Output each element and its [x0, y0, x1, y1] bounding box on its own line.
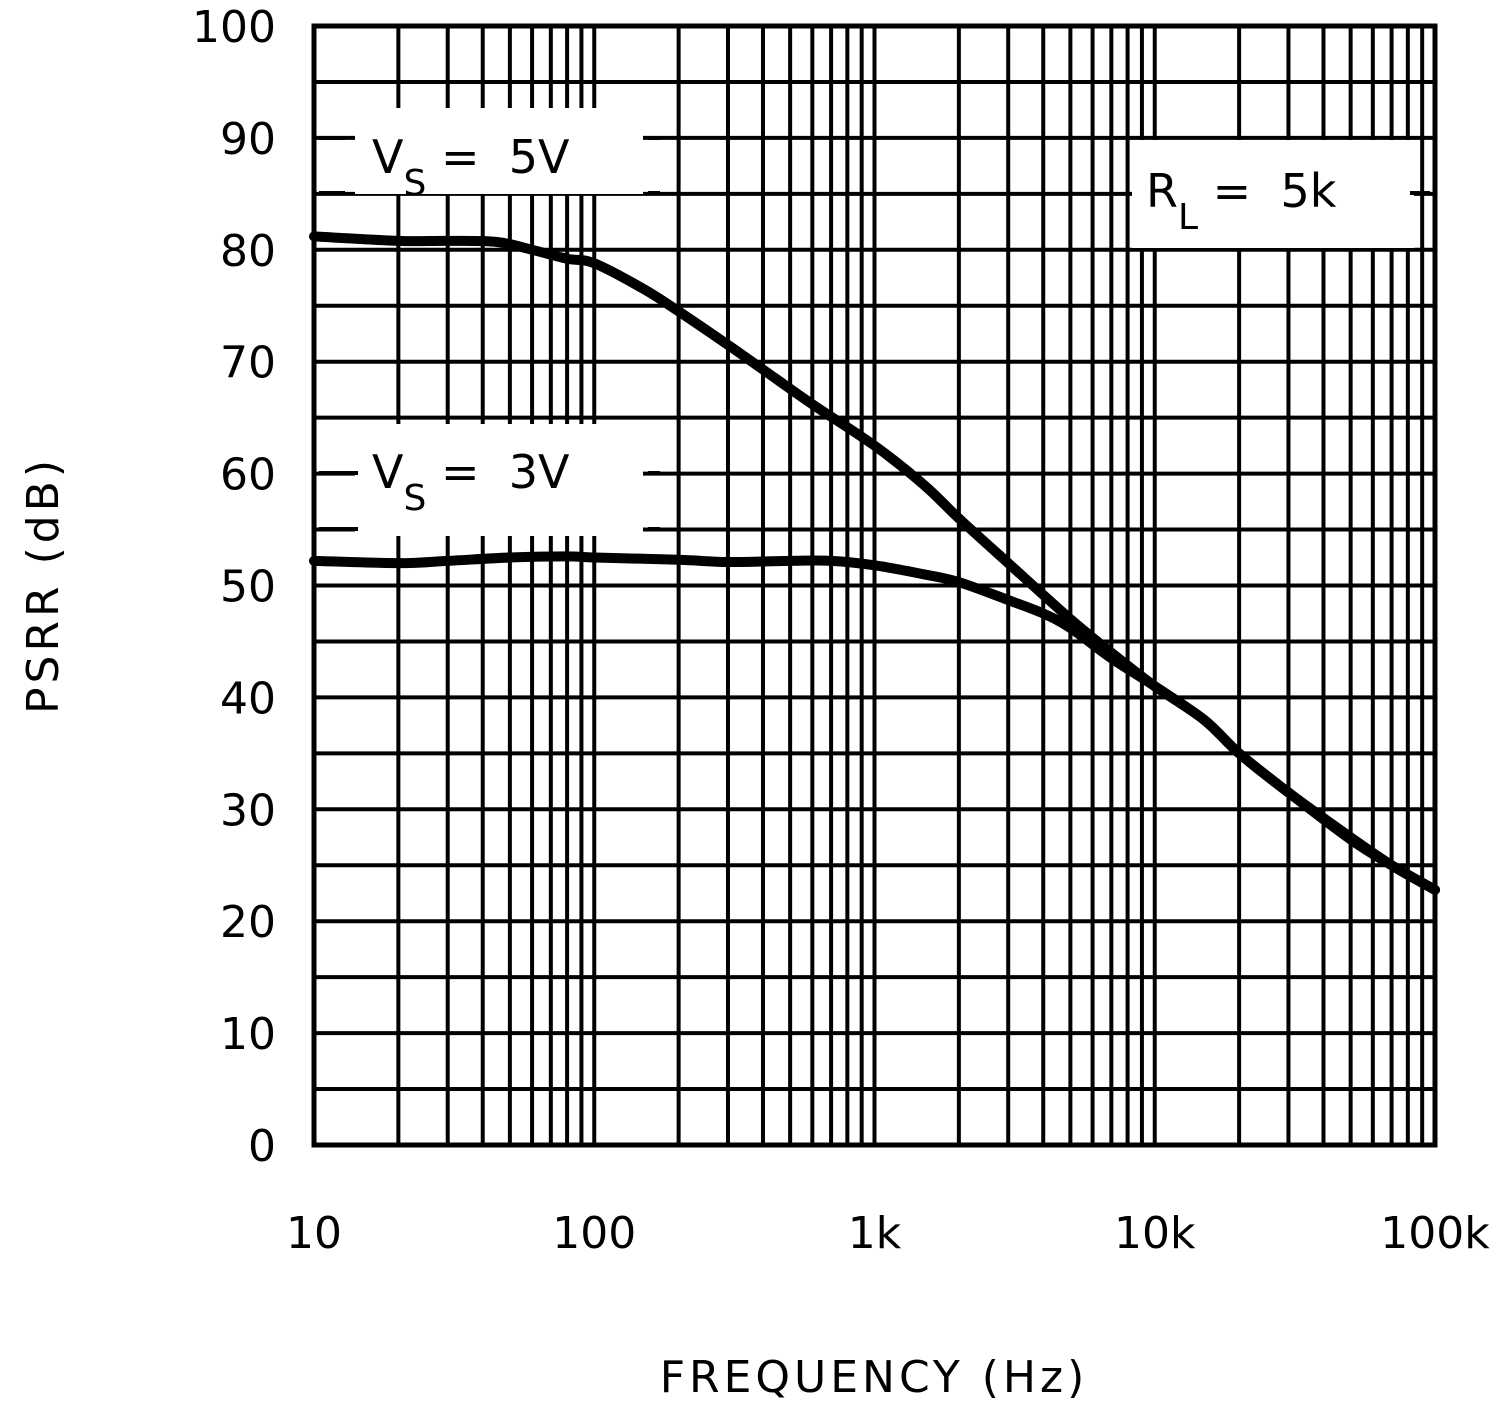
- y-tick-label: 60: [220, 450, 276, 501]
- annotation-rl-5k: RL = 5k: [1146, 164, 1337, 238]
- y-axis-title: PSRR (dB): [18, 456, 69, 714]
- y-tick-label: 10: [220, 1009, 276, 1060]
- y-axis-ticks: 0 10 20 30 40 50 60 70 80 90 100: [192, 2, 276, 1172]
- annotation-bg-vs-5v: [355, 108, 643, 194]
- y-tick-label: 100: [192, 2, 276, 53]
- y-tick-label: 20: [220, 897, 276, 948]
- annotation-bg-vs-3v: [355, 424, 643, 536]
- y-tick-label: 30: [220, 785, 276, 836]
- x-axis-ticks: 10 100 1k 10k 100k: [286, 1208, 1490, 1259]
- grid-lines: [312, 24, 1435, 1147]
- x-axis-title: FREQUENCY (Hz): [660, 1352, 1089, 1401]
- x-tick-label: 1k: [848, 1208, 902, 1259]
- x-tick-label: 100k: [1380, 1208, 1490, 1259]
- curve-vs-3v: [309, 551, 1440, 895]
- y-tick-label: 70: [220, 338, 276, 389]
- annotation-bg-rl-5k: [1132, 140, 1414, 248]
- data-curves: [309, 231, 1440, 895]
- y-tick-label: 90: [220, 114, 276, 165]
- y-tick-label: 0: [248, 1121, 276, 1172]
- annotation-vs-5v: VS = 5V: [372, 130, 570, 204]
- plot-frame: [311, 23, 1438, 1148]
- y-tick-label: 80: [220, 226, 276, 277]
- x-tick-label: 10k: [1114, 1208, 1196, 1259]
- y-tick-label: 40: [220, 673, 276, 724]
- x-tick-label: 10: [286, 1208, 342, 1259]
- annotation-backgrounds: [319, 108, 1430, 536]
- y-tick-label: 50: [220, 562, 276, 613]
- annotation-vs-3v: VS = 3V: [372, 445, 570, 519]
- x-tick-label: 100: [552, 1208, 636, 1259]
